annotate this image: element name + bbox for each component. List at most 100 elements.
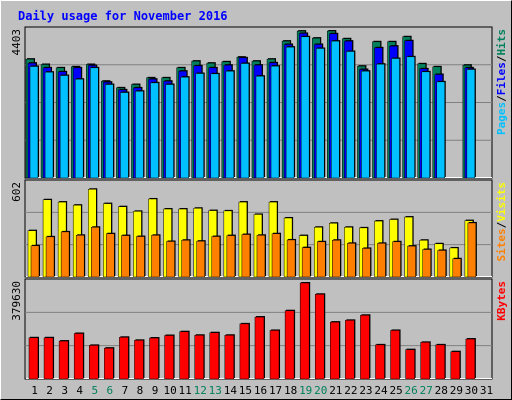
bar-kbytes-day-17: [269, 330, 280, 380]
x-tick-label-2: 2: [46, 384, 53, 397]
bar-kbytes-day-2: [43, 337, 54, 380]
bar-pages-day-7: [120, 92, 129, 179]
bar-sites-day-22: [347, 243, 356, 278]
x-tick-label-6: 6: [107, 384, 114, 397]
bar-sites-day-25: [392, 241, 401, 278]
bar-sites-day-28: [437, 250, 446, 278]
bar-pages-day-28: [436, 81, 445, 179]
x-tick-label-25: 25: [389, 384, 402, 397]
bar-kbytes-day-6: [104, 347, 114, 380]
bar-kbytes-day-4: [73, 333, 84, 380]
legend-visits: Visits: [495, 182, 508, 222]
bar-pages-day-3: [59, 75, 69, 179]
bar-pages-day-11: [180, 76, 189, 179]
x-tick-label-3: 3: [61, 384, 68, 397]
bar-kbytes-day-15: [239, 323, 250, 380]
bar-pages-day-15: [240, 63, 250, 179]
bar-kbytes-day-23: [360, 315, 370, 380]
bar-pages-day-24: [376, 63, 385, 179]
bar-kbytes-day-22: [345, 320, 355, 380]
bar-pages-day-22: [346, 51, 355, 179]
bar-sites-day-2: [45, 236, 55, 278]
bar-kbytes-day-16: [254, 316, 265, 380]
bar-pages-day-20: [315, 48, 325, 179]
x-tick-label-31: 31: [480, 384, 493, 397]
bar-sites-day-6: [106, 233, 115, 278]
x-tick-label-24: 24: [374, 384, 388, 397]
bar-pages-day-16: [255, 75, 265, 179]
bar-pages-day-10: [165, 84, 174, 179]
bar-kbytes-day-25: [390, 330, 400, 380]
x-tick-label-30: 30: [465, 384, 478, 397]
bar-kbytes-day-24: [375, 344, 385, 380]
bar-pages-day-12: [195, 73, 204, 179]
bar-pages-day-9: [150, 82, 159, 179]
bar-pages-day-21: [331, 40, 340, 179]
bar-sites-day-9: [151, 235, 160, 278]
legend-files: Files: [495, 62, 508, 95]
bar-kbytes-day-12: [194, 335, 204, 380]
chart-panels: 4403Pages/Files/Hits602Sites/Visits37963…: [10, 26, 508, 397]
bar-sites-day-18: [286, 239, 296, 278]
bar-pages-day-19: [300, 36, 310, 179]
x-tick-label-1: 1: [31, 384, 38, 397]
bar-kbytes-day-28: [435, 344, 445, 380]
bar-pages-day-30: [466, 69, 476, 179]
bar-sites-day-20: [316, 241, 326, 278]
bar-sites-day-24: [377, 243, 386, 278]
bar-pages-day-8: [135, 90, 144, 179]
bar-pages-day-27: [421, 71, 430, 179]
x-tick-label-11: 11: [179, 384, 192, 397]
bar-sites-day-27: [422, 249, 431, 278]
panel-bottom: 379630 KBytes: [10, 278, 508, 380]
x-tick-label-17: 17: [269, 384, 282, 397]
bar-pages-day-6: [105, 84, 114, 179]
bar-pages-day-5: [90, 67, 99, 179]
legend-pages: Pages: [495, 102, 508, 135]
legend-sites: Sites: [495, 228, 508, 261]
bar-sites-day-13: [211, 236, 221, 278]
bar-sites-day-12: [196, 240, 205, 278]
x-tick-label-23: 23: [359, 384, 372, 397]
bar-sites-day-21: [332, 239, 341, 278]
x-tick-label-20: 20: [314, 384, 327, 397]
bar-kbytes-day-8: [134, 340, 144, 380]
bar-kbytes-day-26: [405, 349, 415, 380]
panel-middle-legend: Sites/Visits: [495, 182, 508, 262]
bar-pages-day-17: [270, 65, 280, 179]
bar-sites-day-10: [166, 241, 175, 278]
x-tick-label-13: 13: [209, 384, 222, 397]
panel-bottom-legend: KBytes: [495, 281, 508, 321]
bar-sites-day-4: [75, 235, 85, 278]
bar-sites-day-7: [121, 235, 130, 278]
bar-sites-day-14: [226, 235, 236, 278]
legend-separator: /: [495, 55, 508, 62]
bar-pages-day-25: [391, 58, 400, 179]
x-tick-label-14: 14: [224, 384, 238, 397]
x-tick-label-22: 22: [344, 384, 357, 397]
bar-sites-day-16: [256, 235, 266, 278]
bar-sites-day-8: [136, 236, 145, 278]
legend-hits: Hits: [495, 29, 508, 56]
bar-sites-day-11: [181, 239, 190, 278]
bar-kbytes-day-18: [284, 310, 295, 380]
x-tick-label-10: 10: [163, 384, 176, 397]
x-tick-label-4: 4: [76, 384, 83, 397]
x-tick-label-28: 28: [435, 384, 448, 397]
bar-kbytes-day-19: [299, 282, 310, 380]
x-tick-label-21: 21: [329, 384, 342, 397]
bar-sites-day-17: [271, 233, 281, 278]
panel-bottom-max-label: 379630: [10, 281, 23, 321]
bar-kbytes-day-20: [314, 294, 325, 380]
x-tick-label-16: 16: [254, 384, 267, 397]
x-tick-label-18: 18: [284, 384, 297, 397]
x-tick-label-15: 15: [239, 384, 252, 397]
x-tick-label-27: 27: [420, 384, 433, 397]
bar-pages-day-18: [285, 46, 295, 179]
bar-kbytes-day-27: [420, 342, 430, 380]
x-tick-label-29: 29: [450, 384, 463, 397]
panel-top-max-label: 4403: [10, 29, 23, 56]
panel-middle-max-label: 602: [10, 182, 23, 202]
bar-sites-day-5: [91, 227, 100, 278]
